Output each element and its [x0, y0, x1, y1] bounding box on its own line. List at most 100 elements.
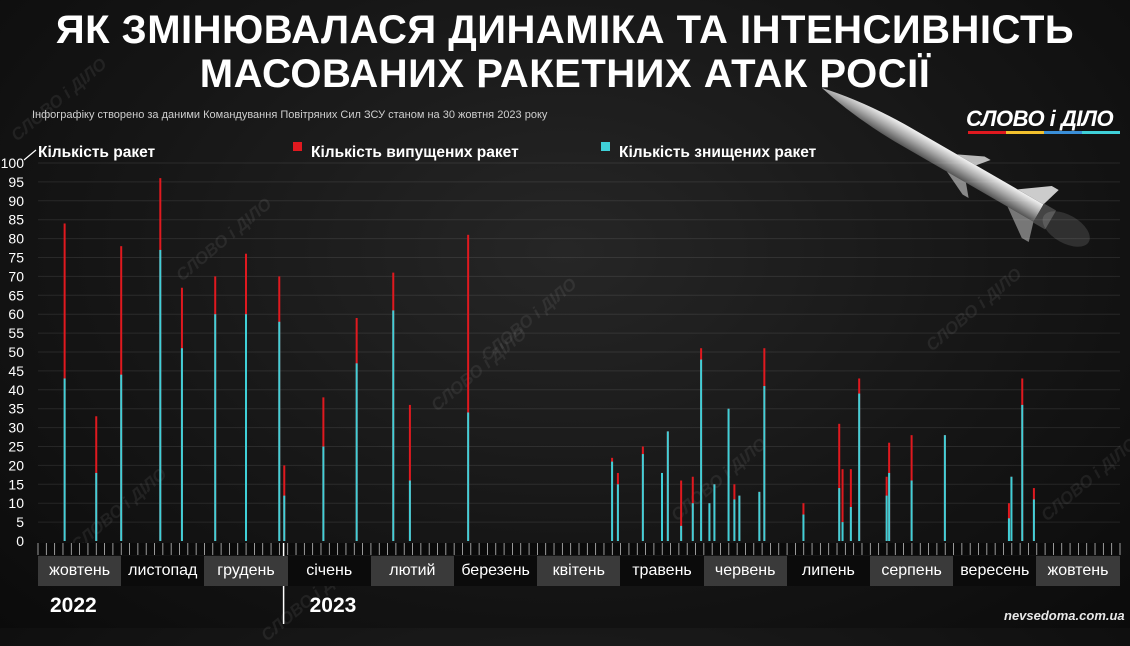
bar-destroyed: [214, 314, 217, 541]
bar-destroyed: [802, 514, 805, 541]
bar-destroyed: [885, 495, 888, 541]
bar-launched: [408, 404, 411, 541]
y-tick-label: 45: [8, 363, 24, 379]
logo-bar-segment: [1006, 131, 1044, 134]
y-tick-label: 0: [16, 533, 24, 549]
bar-launched: [838, 423, 841, 541]
bar-destroyed: [616, 484, 619, 541]
bar-destroyed: [943, 435, 946, 541]
y-tick-label: 65: [8, 287, 24, 303]
title-line-1: ЯК ЗМІНЮВАЛАСЯ ДИНАМІКА ТА ІНТЕНСИВНІСТЬ: [55, 8, 1075, 52]
x-month-label: березень: [454, 556, 538, 586]
y-tick-label: 35: [8, 401, 24, 417]
bar-destroyed: [680, 525, 683, 541]
bar-destroyed: [841, 522, 844, 541]
bar-destroyed: [763, 386, 766, 541]
brand-logo: СЛОВО і ДІЛО: [966, 106, 1114, 131]
legend-item-launched: Кількість випущених ракет: [293, 142, 519, 162]
legend-swatch-destroyed: [601, 142, 610, 152]
bar-destroyed: [1010, 476, 1013, 541]
x-axis-months: жовтень листопад грудень січень лютий березен…: [38, 556, 1120, 586]
y-tick-label: 60: [8, 306, 24, 322]
bar-launched: [841, 469, 844, 541]
x-month-label: жовтень: [38, 556, 122, 586]
legend-item-destroyed: Кількість знищених ракет: [601, 142, 817, 162]
bar-destroyed: [355, 363, 358, 541]
x-month-label: липень: [786, 556, 870, 586]
bar-destroyed: [713, 484, 716, 541]
bar-destroyed: [322, 446, 325, 541]
bar-destroyed: [666, 431, 669, 541]
y-tick-label: 15: [8, 476, 24, 492]
y-tick-label: 95: [8, 174, 24, 190]
x-month-label: листопад: [121, 556, 205, 586]
y-axis-label: Кількість ракет: [38, 144, 155, 162]
bar-destroyed: [738, 495, 741, 541]
y-tick-label: 70: [8, 268, 24, 284]
x-month-label: лютий: [370, 556, 454, 586]
bar-destroyed: [691, 503, 694, 541]
logo-bar-segment: [1044, 131, 1082, 134]
x-month-label: серпень: [870, 556, 954, 586]
year-label-2023: 2023: [309, 594, 357, 617]
y-tick-label: 50: [8, 344, 24, 360]
year-label-2022: 2022: [50, 594, 97, 617]
bar-destroyed: [641, 454, 644, 541]
bar-destroyed: [278, 321, 281, 541]
legend-swatch-launched: [293, 142, 302, 152]
bar-destroyed: [708, 503, 711, 541]
y-tick-label: 85: [8, 212, 24, 228]
logo-bar-segment: [968, 131, 1006, 134]
bar-destroyed: [758, 491, 761, 541]
y-tick-label: 90: [8, 193, 24, 209]
source-label: nevsedoma.com.ua: [1004, 608, 1125, 623]
bar-destroyed: [180, 348, 183, 541]
bar-destroyed: [245, 314, 247, 541]
bar-destroyed: [283, 495, 286, 541]
x-month-label: червень: [703, 556, 787, 586]
x-month-label: вересень: [953, 556, 1037, 586]
bar-destroyed: [1021, 404, 1024, 541]
y-tick-label: 25: [8, 439, 24, 455]
y-tick-label: 80: [8, 231, 24, 247]
bar-destroyed: [858, 393, 861, 541]
x-month-label: грудень: [204, 556, 288, 586]
bar-destroyed: [408, 480, 411, 541]
y-axis-pointer: [23, 149, 37, 161]
bar-launched: [680, 480, 683, 541]
bar-destroyed: [95, 472, 98, 541]
title-line-2: МАСОВАНИХ РАКЕТНИХ АТАК РОСІЇ: [199, 52, 931, 96]
y-tick-label: 55: [8, 325, 24, 341]
y-tick-label: 75: [8, 250, 24, 266]
y-tick-label: 40: [8, 382, 24, 398]
bar-destroyed: [1007, 518, 1010, 541]
logo-bar-segment: [1082, 131, 1120, 134]
bar-destroyed: [467, 412, 470, 541]
bar-destroyed: [910, 480, 913, 541]
bar-destroyed: [733, 499, 736, 541]
bar-launched: [467, 234, 470, 541]
bar-destroyed: [838, 488, 841, 541]
bar-destroyed: [849, 506, 852, 541]
missile-illustration: [822, 88, 1059, 242]
bar-destroyed: [888, 472, 891, 541]
y-tick-label: 100: [1, 155, 25, 171]
chart-plot: 0 5 10 15 20 25 30 35 40 45 50 55 60 65 70 75 80 85 90 95 10…: [1, 149, 1121, 555]
x-month-label: січень: [287, 556, 371, 586]
x-month-label: жовтень: [1036, 556, 1120, 586]
legend-label-destroyed: Кількість знищених ракет: [619, 144, 817, 161]
y-tick-label: 30: [8, 420, 24, 436]
bar-destroyed: [392, 310, 395, 541]
legend-label-launched: Кількість випущених ракет: [311, 144, 519, 161]
y-tick-label: 5: [16, 514, 24, 530]
brand-logo-underline: [968, 131, 1120, 134]
bar-destroyed: [63, 378, 66, 541]
y-tick-label: 10: [8, 495, 24, 511]
bar-destroyed: [661, 472, 663, 541]
bar-destroyed: [1032, 499, 1035, 541]
subtitle: Інфографіку створено за даними Командува…: [32, 109, 548, 121]
x-month-label: травень: [620, 556, 704, 586]
bar-destroyed: [159, 249, 162, 541]
y-tick-label: 20: [8, 457, 24, 473]
bar-destroyed: [611, 461, 614, 541]
